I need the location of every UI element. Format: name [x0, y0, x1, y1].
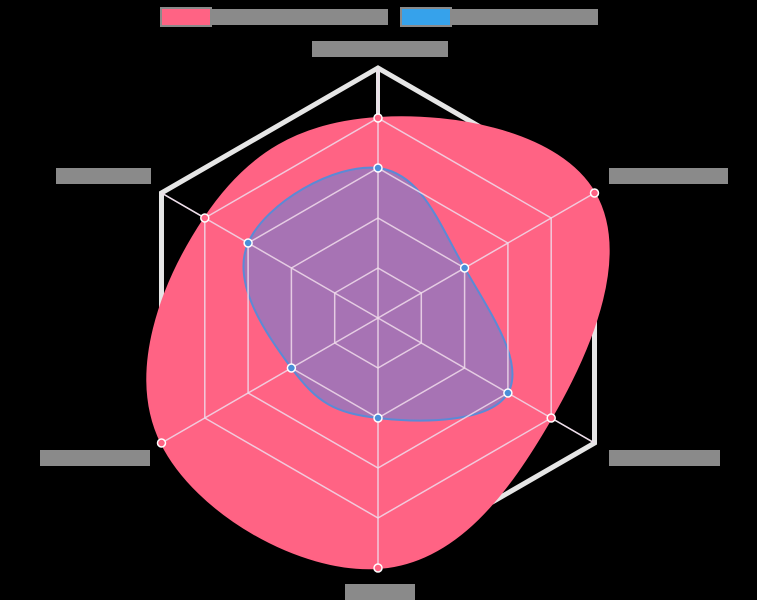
- axis-label-lower-right: [609, 450, 720, 466]
- legend-label-series-1: [212, 9, 388, 25]
- radar-series: [146, 68, 610, 570]
- legend-swatch-series-2: [400, 7, 452, 27]
- data-point[interactable]: [373, 413, 383, 423]
- axis-label-upper-left: [56, 168, 151, 184]
- axis-label-lower-left: [40, 450, 150, 466]
- grid-spoke: [377, 317, 595, 444]
- axis-label-upper-right: [609, 168, 728, 184]
- grid-spoke: [161, 192, 379, 319]
- legend-item-series-2[interactable]: [400, 7, 598, 27]
- data-point[interactable]: [373, 563, 383, 573]
- legend-label-series-2: [452, 9, 598, 25]
- data-point[interactable]: [373, 113, 383, 123]
- data-point[interactable]: [546, 413, 556, 423]
- legend-item-series-1[interactable]: [160, 7, 388, 27]
- grid-spoke: [377, 192, 595, 319]
- axis-label-bottom: [345, 584, 415, 600]
- grid-spoke: [161, 317, 379, 444]
- legend-swatch-series-1: [160, 7, 212, 27]
- data-point[interactable]: [459, 263, 470, 273]
- data-point[interactable]: [589, 188, 600, 198]
- data-point[interactable]: [503, 388, 513, 398]
- radar-points: [156, 113, 600, 573]
- data-point[interactable]: [200, 213, 210, 223]
- data-point[interactable]: [156, 438, 167, 448]
- chart-legend: [160, 7, 598, 27]
- data-point[interactable]: [243, 238, 253, 248]
- axis-label-top: [312, 41, 448, 57]
- data-point[interactable]: [286, 363, 297, 373]
- data-point[interactable]: [373, 163, 383, 173]
